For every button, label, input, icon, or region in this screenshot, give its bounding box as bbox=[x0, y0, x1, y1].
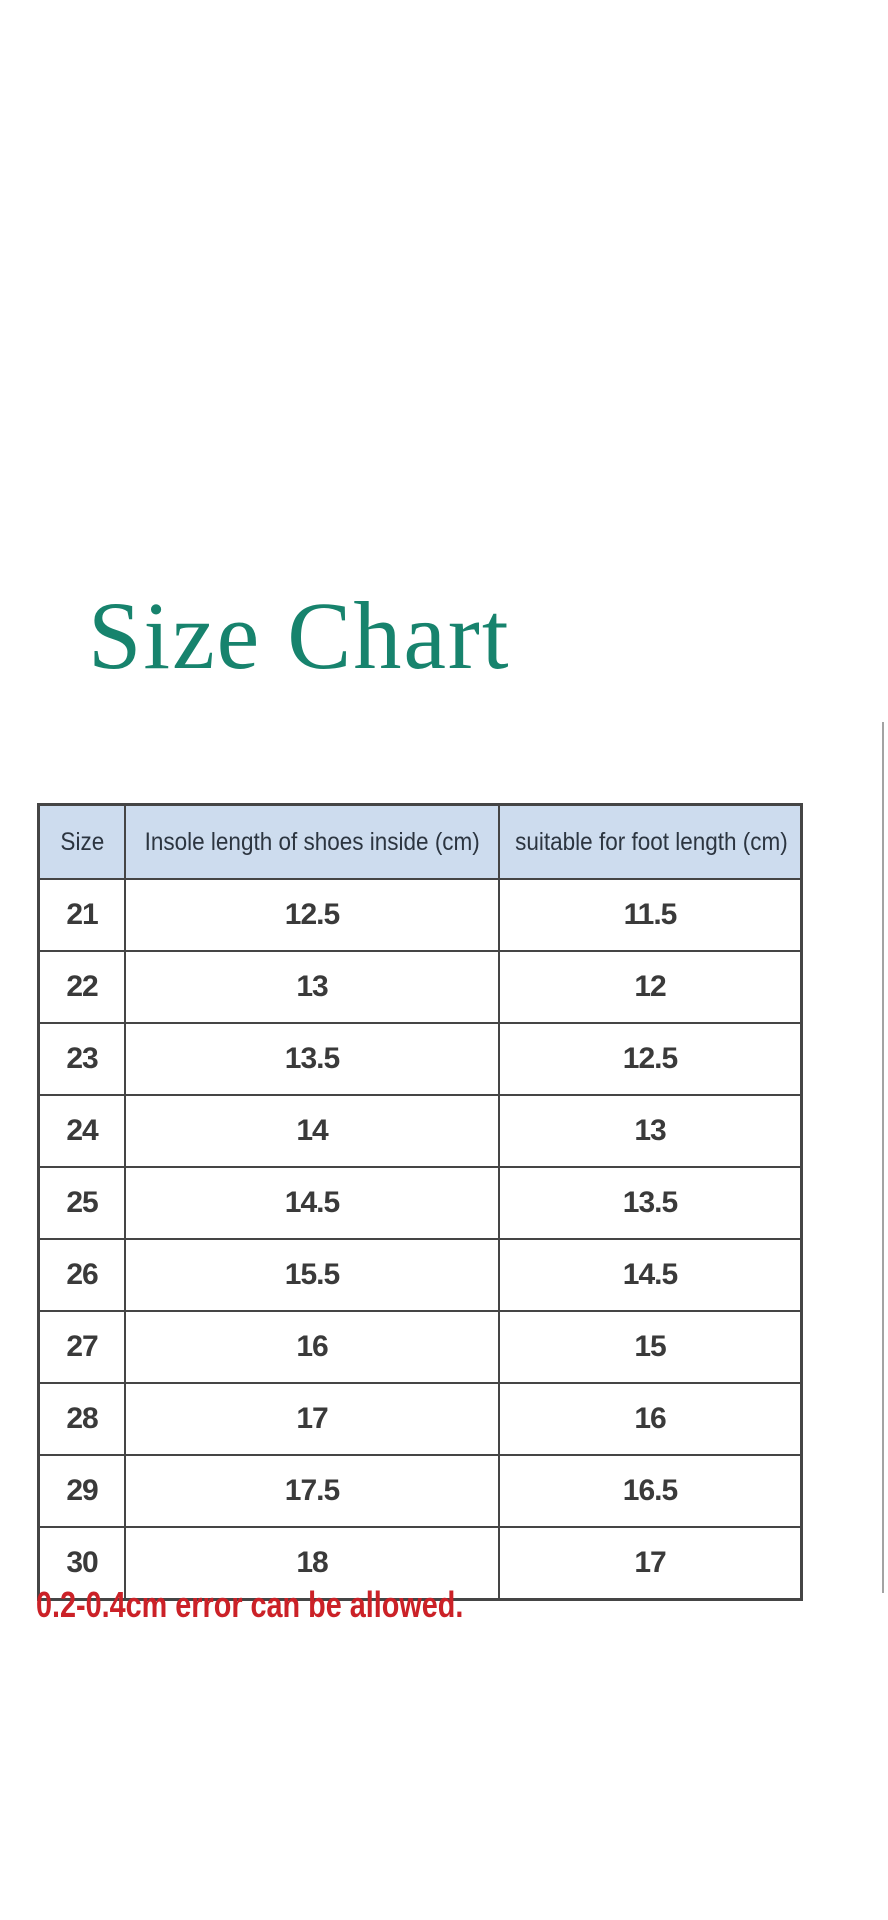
column-header: Insole length of shoes inside (cm) bbox=[124, 803, 500, 880]
error-tolerance-note: 0.2-0.4cm error can be allowed. bbox=[36, 1584, 464, 1625]
table-row: 30 18 17 bbox=[37, 1526, 803, 1601]
size-cell: 21 bbox=[37, 878, 126, 952]
foot-length-cell: 12.5 bbox=[498, 1022, 803, 1096]
insole-length-cell: 13 bbox=[124, 950, 500, 1024]
column-header: Size bbox=[37, 803, 126, 880]
table-row: 27 16 15 bbox=[37, 1310, 803, 1384]
size-cell: 22 bbox=[37, 950, 126, 1024]
table-header: Size Insole length of shoes inside (cm) su… bbox=[37, 803, 803, 880]
foot-length-cell: 16.5 bbox=[498, 1454, 803, 1528]
size-cell: 26 bbox=[37, 1238, 126, 1312]
table-row: 29 17.5 16.5 bbox=[37, 1454, 803, 1528]
table-row: 21 12.5 11.5 bbox=[37, 878, 803, 952]
insole-length-cell: 17 bbox=[124, 1382, 500, 1456]
insole-length-cell: 16 bbox=[124, 1310, 500, 1384]
insole-length-cell: 13.5 bbox=[124, 1022, 500, 1096]
column-header-label: Insole length of shoes inside (cm) bbox=[144, 827, 480, 856]
foot-length-cell: 17 bbox=[498, 1526, 803, 1601]
table-row: 28 17 16 bbox=[37, 1382, 803, 1456]
foot-length-cell: 12 bbox=[498, 950, 803, 1024]
column-header-label: Size bbox=[60, 827, 104, 856]
foot-length-cell: 16 bbox=[498, 1382, 803, 1456]
table-row: 25 14.5 13.5 bbox=[37, 1166, 803, 1240]
size-cell: 27 bbox=[37, 1310, 126, 1384]
size-cell: 25 bbox=[37, 1166, 126, 1240]
insole-length-cell: 12.5 bbox=[124, 878, 500, 952]
size-chart-table: Size Insole length of shoes inside (cm) su… bbox=[37, 803, 803, 1601]
insole-length-cell: 18 bbox=[124, 1526, 500, 1601]
insole-length-cell: 15.5 bbox=[124, 1238, 500, 1312]
table-row: 26 15.5 14.5 bbox=[37, 1238, 803, 1312]
page-title: Size Chart bbox=[88, 582, 511, 689]
foot-length-cell: 13.5 bbox=[498, 1166, 803, 1240]
insole-length-cell: 17.5 bbox=[124, 1454, 500, 1528]
size-cell: 29 bbox=[37, 1454, 126, 1528]
insole-length-cell: 14.5 bbox=[124, 1166, 500, 1240]
foot-length-cell: 11.5 bbox=[498, 878, 803, 952]
foot-length-cell: 13 bbox=[498, 1094, 803, 1168]
table-row: 24 14 13 bbox=[37, 1094, 803, 1168]
table-row: 22 13 12 bbox=[37, 950, 803, 1024]
foot-length-cell: 15 bbox=[498, 1310, 803, 1384]
table-row: 23 13.5 12.5 bbox=[37, 1022, 803, 1096]
table-body: 21 12.5 11.5 22 13 12 23 13.5 12.5 24 14 13 25 14.5 13… bbox=[37, 878, 803, 1601]
table-header-row: Size Insole length of shoes inside (cm) su… bbox=[37, 803, 803, 880]
column-header-label: suitable for foot length (cm) bbox=[515, 827, 788, 856]
size-cell: 24 bbox=[37, 1094, 126, 1168]
size-cell: 28 bbox=[37, 1382, 126, 1456]
adjacent-table-edge-line bbox=[882, 722, 884, 1593]
column-header: suitable for foot length (cm) bbox=[498, 803, 803, 880]
size-cell: 30 bbox=[37, 1526, 126, 1601]
size-cell: 23 bbox=[37, 1022, 126, 1096]
insole-length-cell: 14 bbox=[124, 1094, 500, 1168]
foot-length-cell: 14.5 bbox=[498, 1238, 803, 1312]
